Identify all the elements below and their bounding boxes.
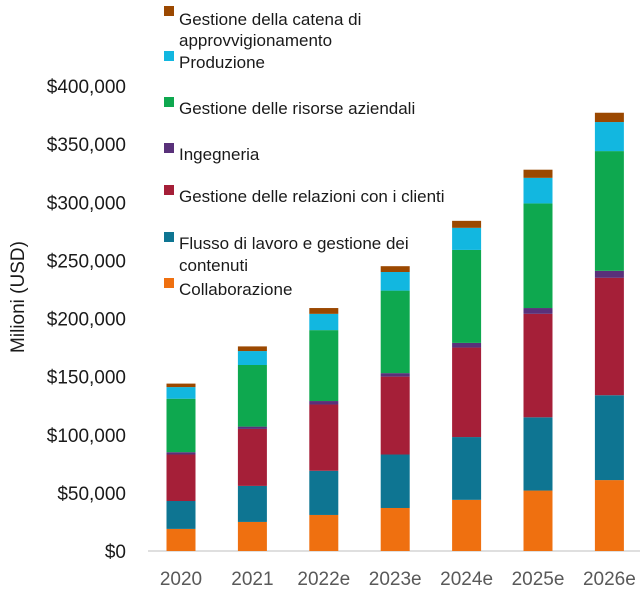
bar-segment — [523, 490, 553, 551]
y-axis-ticks: $0 $50,000 $100,000 $150,000 $200,000 $250,00… — [47, 77, 126, 563]
bar-segment — [523, 308, 553, 314]
legend-swatch — [164, 185, 174, 195]
legend-label: Produzione — [179, 53, 265, 72]
bar-segment — [452, 347, 482, 438]
y-tick-label: $50,000 — [57, 484, 126, 505]
y-tick-label: $100,000 — [47, 426, 126, 447]
y-tick-label: $250,000 — [47, 251, 126, 272]
bar-segment — [380, 454, 410, 508]
bar-segment — [166, 387, 196, 399]
x-tick-label: 2020 — [160, 569, 202, 589]
bar-segment — [237, 365, 267, 427]
bar-segment — [237, 346, 267, 352]
bar-segment — [309, 330, 339, 402]
bar-segment — [523, 417, 553, 491]
legend-swatch — [164, 143, 174, 153]
bar-segment — [452, 227, 482, 250]
legend-swatch — [164, 278, 174, 288]
y-axis-label: Milioni (USD) — [8, 241, 29, 353]
bar-segment — [452, 249, 482, 343]
y-tick-label: $0 — [105, 542, 126, 563]
bars — [166, 112, 624, 551]
x-tick-label: 2021 — [231, 569, 273, 589]
bar-segment — [523, 177, 553, 204]
bar-segment — [237, 426, 267, 429]
y-tick-label: $200,000 — [47, 310, 126, 331]
legend-label: Ingegneria — [179, 145, 260, 164]
bar-segment — [594, 270, 624, 278]
x-tick-label: 2022e — [297, 569, 350, 589]
x-tick-label: 2023e — [369, 569, 422, 589]
bar-segment — [166, 452, 196, 455]
bar-segment — [380, 290, 410, 374]
bar-segment — [237, 485, 267, 522]
legend-label: Gestione delle relazioni con i clienti — [179, 187, 445, 206]
legend-swatch — [164, 51, 174, 61]
legend-label: contenuti — [179, 256, 248, 275]
bar-segment — [309, 470, 339, 515]
y-tick-label: $350,000 — [47, 135, 126, 156]
bar-segment — [380, 376, 410, 455]
legend-label: approvvigionamento — [179, 31, 332, 50]
bar-segment — [452, 342, 482, 348]
x-axis-ticks: 2020 2021 2022e 2023e 2024e 2025e 2026e — [160, 569, 636, 589]
legend-label: Collaborazione — [179, 280, 292, 299]
x-tick-label: 2024e — [440, 569, 493, 589]
bar-segment — [166, 398, 196, 453]
bar-segment — [594, 395, 624, 481]
bar-segment — [166, 501, 196, 529]
bar-segment — [309, 514, 339, 551]
bar-segment — [237, 351, 267, 365]
bar-segment — [380, 373, 410, 377]
bar-segment — [309, 401, 339, 405]
bar-segment — [380, 507, 410, 551]
bar-segment — [523, 203, 553, 309]
bar-segment — [380, 272, 410, 291]
bar-segment — [452, 220, 482, 228]
bar-segment — [452, 499, 482, 551]
bar-segment — [594, 122, 624, 152]
legend-label: Gestione della catena di — [179, 10, 361, 29]
bar-segment — [594, 151, 624, 271]
legend-swatch — [164, 6, 174, 16]
bar-segment — [452, 437, 482, 500]
bar-segment — [523, 169, 553, 178]
x-tick-label: 2026e — [583, 569, 636, 589]
bar-segment — [237, 521, 267, 551]
bar-segment — [166, 454, 196, 502]
legend-swatch — [164, 232, 174, 242]
legend-label: Flusso di lavoro e gestione dei — [179, 234, 409, 253]
bar-segment — [166, 528, 196, 551]
bar-segment — [166, 383, 196, 388]
x-tick-label: 2025e — [512, 569, 565, 589]
y-tick-label: $300,000 — [47, 193, 126, 214]
legend-swatch — [164, 97, 174, 107]
bar-segment — [523, 313, 553, 418]
bar-segment — [309, 404, 339, 471]
legend: Gestione della catena di approvvigionamen… — [164, 6, 445, 299]
bar-segment — [594, 277, 624, 396]
bar-segment — [594, 480, 624, 551]
y-tick-label: $400,000 — [47, 77, 126, 98]
bar-segment — [237, 428, 267, 486]
bar-segment — [594, 112, 624, 123]
legend-label: Gestione delle risorse aziendali — [179, 99, 415, 118]
bar-segment — [309, 313, 339, 331]
bar-segment — [309, 308, 339, 314]
y-tick-label: $150,000 — [47, 368, 126, 389]
bar-segment — [380, 266, 410, 272]
